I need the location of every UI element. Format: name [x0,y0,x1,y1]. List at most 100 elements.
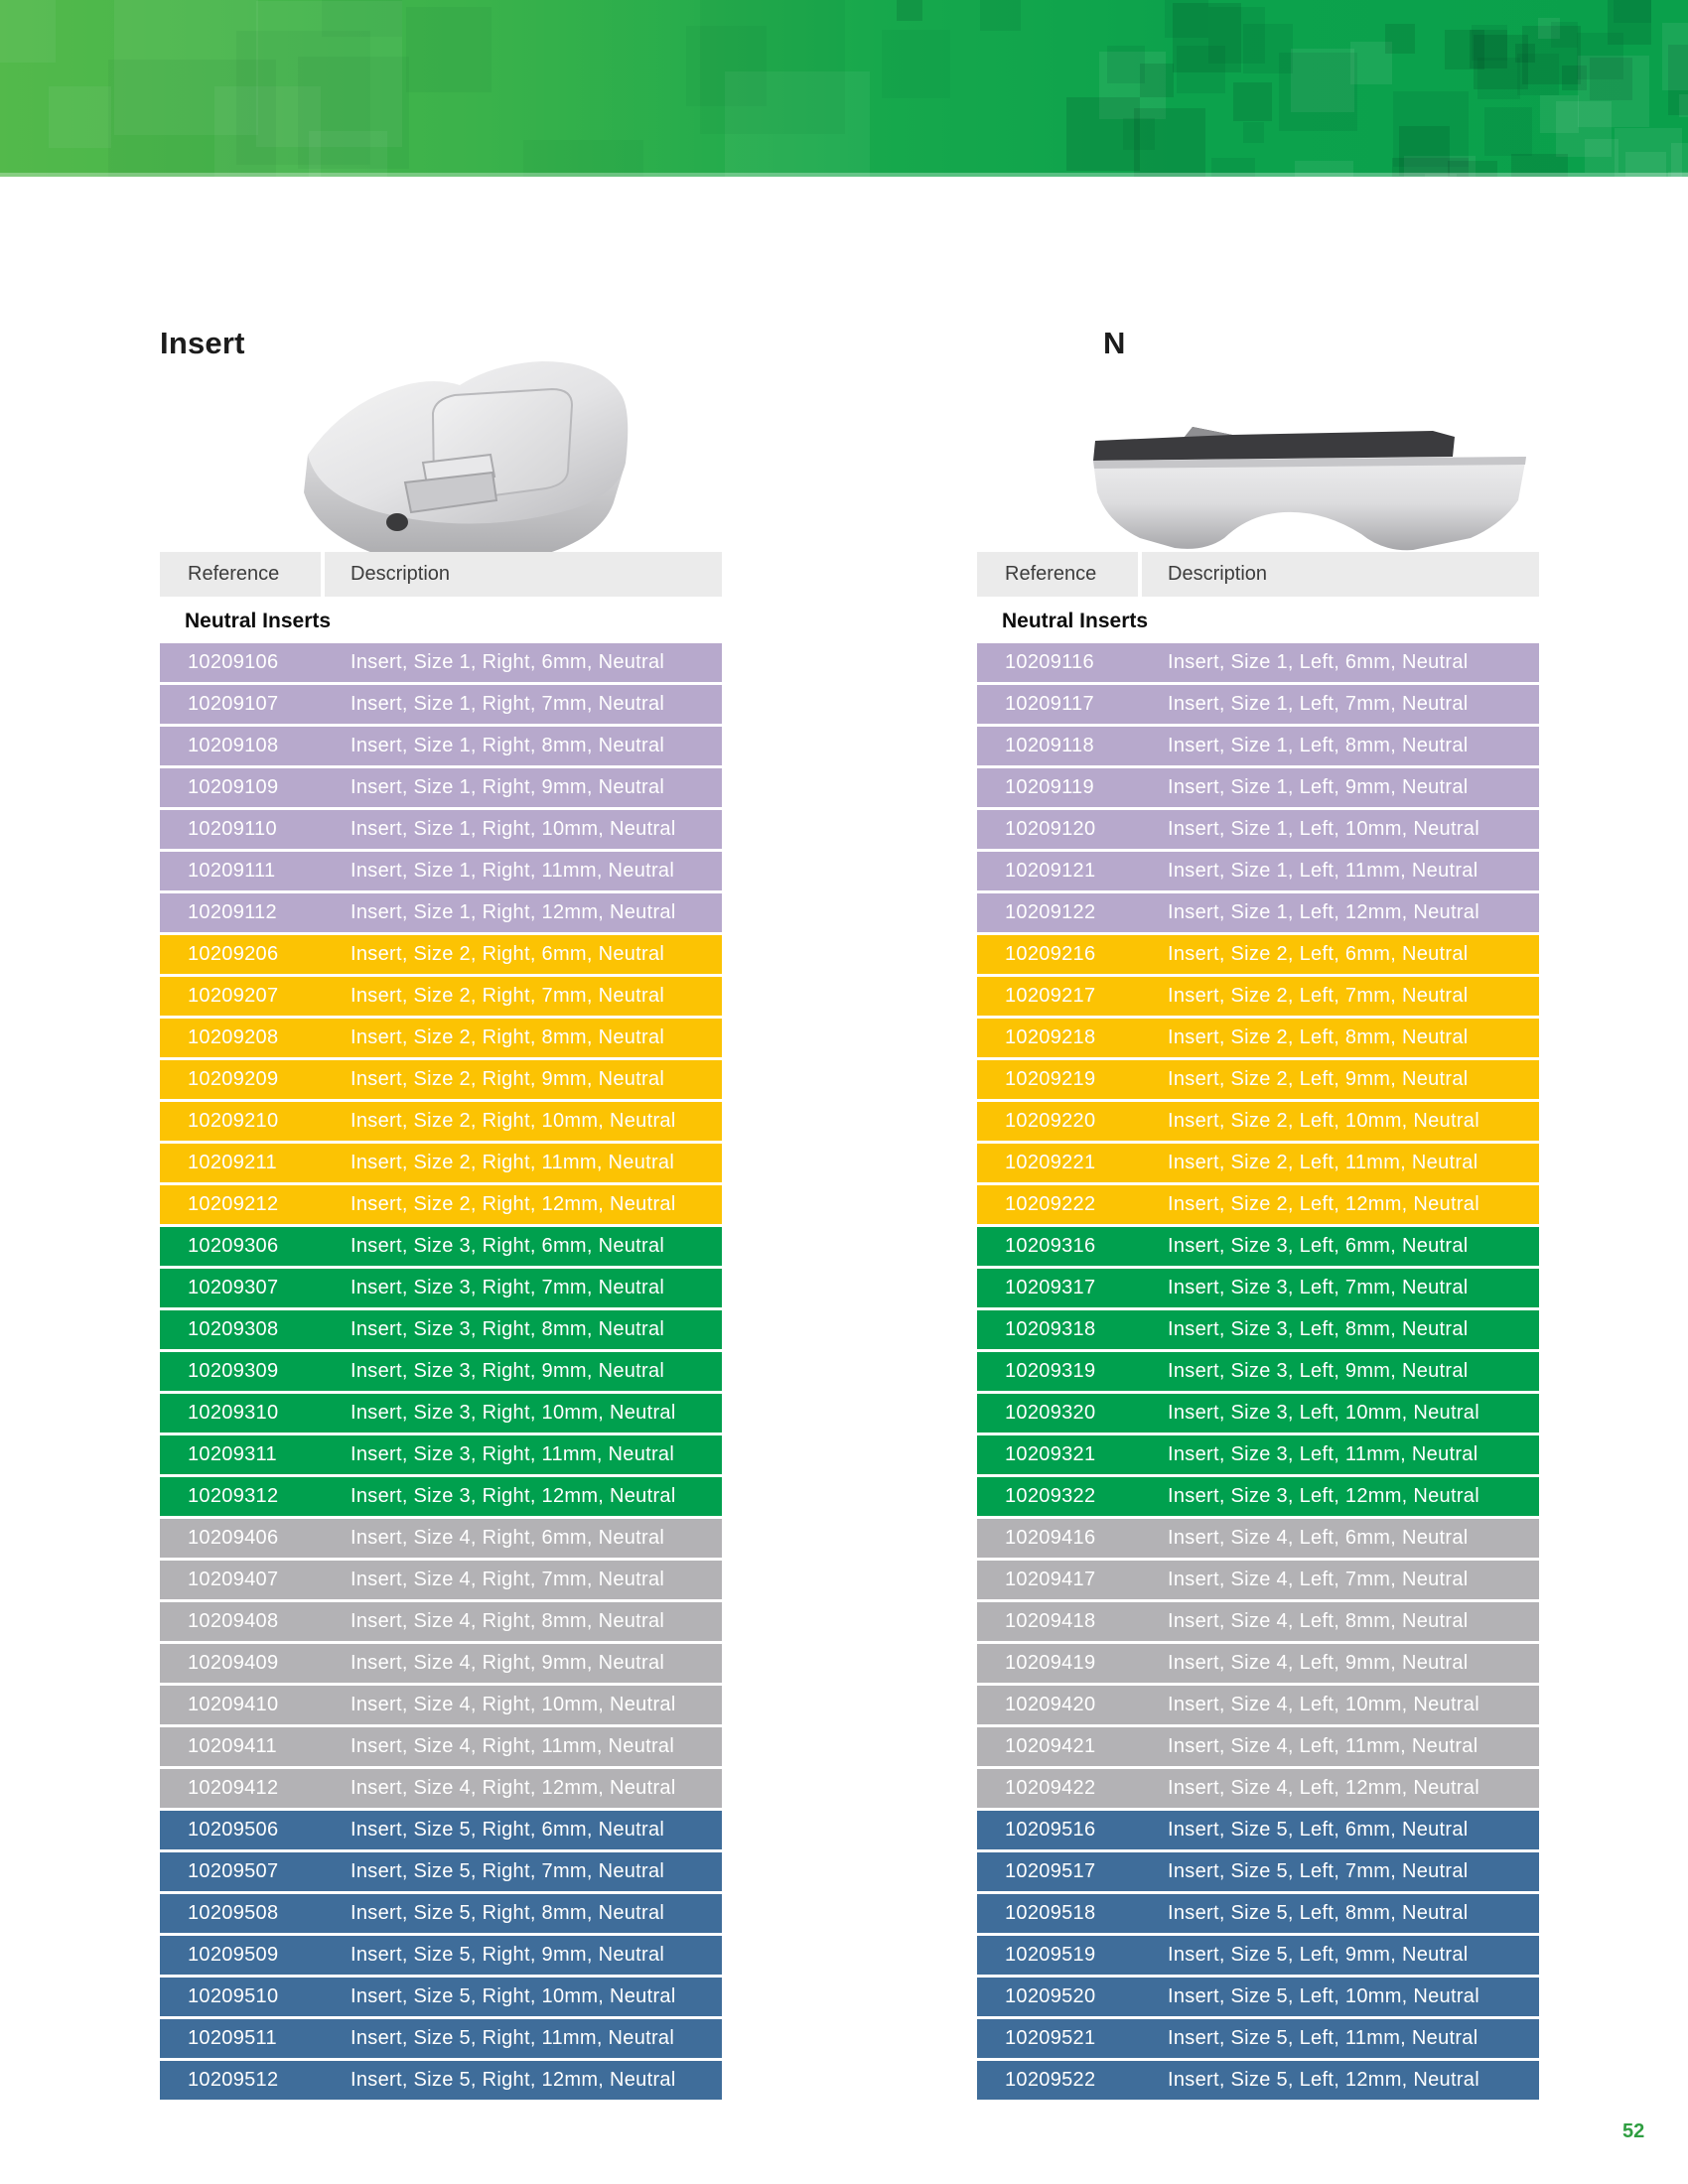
description-cell: Insert, Size 2, Right, 8mm, Neutral [351,1026,665,1048]
description-cell: Insert, Size 2, Right, 11mm, Neutral [351,1152,675,1173]
table-row: 10209206 Insert, Size 2, Right, 6mm, Neut… [160,935,722,974]
description-cell: Insert, Size 5, Left, 6mm, Neutral [1168,1819,1469,1841]
reference-cell: 10209119 [1005,776,1094,798]
table-row: 10209111 Insert, Size 1, Right, 11mm, Neu… [160,852,722,890]
reference-cell: 10209519 [1005,1944,1096,1966]
description-cell: Insert, Size 2, Left, 12mm, Neutral [1168,1193,1479,1215]
table-row: 10209316 Insert, Size 3, Left, 6mm, Neutr… [977,1227,1539,1266]
description-column-header: Description [325,552,722,597]
header-banner [0,0,1688,177]
table-row: 10209219 Insert, Size 2, Left, 9mm, Neutr… [977,1060,1539,1099]
description-cell: Insert, Size 1, Right, 8mm, Neutral [351,735,665,756]
reference-cell: 10209509 [188,1944,279,1966]
table-row: 10209209 Insert, Size 2, Right, 9mm, Neut… [160,1060,722,1099]
table-row: 10209312 Insert, Size 3, Right, 12mm, Neu… [160,1477,722,1516]
table-row: 10209417 Insert, Size 4, Left, 7mm, Neutr… [977,1561,1539,1599]
table-row: 10209519 Insert, Size 5, Left, 9mm, Neutr… [977,1936,1539,1975]
description-cell: Insert, Size 3, Right, 10mm, Neutral [351,1402,676,1424]
table-row: 10209418 Insert, Size 4, Left, 8mm, Neutr… [977,1602,1539,1641]
description-cell: Insert, Size 4, Left, 8mm, Neutral [1168,1610,1469,1632]
reference-cell: 10209311 [188,1443,277,1465]
description-cell: Insert, Size 3, Left, 6mm, Neutral [1168,1235,1469,1257]
group-label-neutral-inserts: Neutral Inserts [1002,610,1149,632]
description-cell: Insert, Size 3, Right, 6mm, Neutral [351,1235,665,1257]
reference-cell: 10209420 [1005,1694,1096,1715]
description-cell: Insert, Size 4, Right, 11mm, Neutral [351,1735,675,1757]
description-cell: Insert, Size 1, Left, 8mm, Neutral [1168,735,1469,756]
table-row: 10209412 Insert, Size 4, Right, 12mm, Neu… [160,1769,722,1808]
right-section-title: N [1103,326,1126,360]
reference-cell: 10209109 [188,776,279,798]
page-number: 52 [1622,2120,1645,2142]
description-cell: Insert, Size 4, Left, 9mm, Neutral [1168,1652,1469,1674]
reference-cell: 10209210 [188,1110,279,1132]
table-row: 10209119 Insert, Size 1, Left, 9mm, Neutr… [977,768,1539,807]
reference-cell: 10209412 [188,1777,279,1799]
reference-cell: 10209219 [1005,1068,1096,1090]
description-cell: Insert, Size 5, Right, 6mm, Neutral [351,1819,665,1841]
description-cell: Insert, Size 5, Right, 9mm, Neutral [351,1944,665,1966]
description-cell: Insert, Size 4, Left, 11mm, Neutral [1168,1735,1478,1757]
table-row: 10209106 Insert, Size 1, Right, 6mm, Neut… [160,643,722,682]
table-row: 10209422 Insert, Size 4, Left, 12mm, Neut… [977,1769,1539,1808]
description-cell: Insert, Size 1, Right, 9mm, Neutral [351,776,665,798]
reference-cell: 10209406 [188,1527,279,1549]
reference-cell: 10209507 [188,1860,279,1882]
description-cell: Insert, Size 5, Right, 12mm, Neutral [351,2069,676,2091]
table-row: 10209311 Insert, Size 3, Right, 11mm, Neu… [160,1435,722,1474]
description-cell: Insert, Size 5, Right, 8mm, Neutral [351,1902,665,1924]
reference-cell: 10209318 [1005,1318,1096,1340]
table-row: 10209320 Insert, Size 3, Left, 10mm, Neut… [977,1394,1539,1433]
reference-cell: 10209209 [188,1068,279,1090]
reference-cell: 10209108 [188,735,279,756]
reference-cell: 10209416 [1005,1527,1096,1549]
table-row: 10209518 Insert, Size 5, Left, 8mm, Neutr… [977,1894,1539,1933]
reference-cell: 10209116 [1005,651,1094,673]
description-cell: Insert, Size 4, Left, 7mm, Neutral [1168,1569,1469,1590]
description-cell: Insert, Size 3, Right, 7mm, Neutral [351,1277,665,1298]
table-row: 10209321 Insert, Size 3, Left, 11mm, Neut… [977,1435,1539,1474]
table-row: 10209107 Insert, Size 1, Right, 7mm, Neut… [160,685,722,724]
description-cell: Insert, Size 3, Left, 11mm, Neutral [1168,1443,1478,1465]
description-cell: Insert, Size 2, Right, 9mm, Neutral [351,1068,665,1090]
description-cell: Insert, Size 3, Left, 10mm, Neutral [1168,1402,1479,1424]
description-cell: Insert, Size 2, Right, 12mm, Neutral [351,1193,676,1215]
reference-cell: 10209518 [1005,1902,1096,1924]
description-cell: Insert, Size 4, Left, 6mm, Neutral [1168,1527,1469,1549]
reference-cell: 10209520 [1005,1985,1096,2007]
table-row: 10209308 Insert, Size 3, Right, 8mm, Neut… [160,1310,722,1349]
table-row: 10209506 Insert, Size 5, Right, 6mm, Neut… [160,1811,722,1849]
table-row: 10209520 Insert, Size 5, Left, 10mm, Neut… [977,1978,1539,2016]
table-row: 10209218 Insert, Size 2, Left, 8mm, Neutr… [977,1019,1539,1057]
reference-cell: 10209307 [188,1277,279,1298]
reference-cell: 10209510 [188,1985,279,2007]
reference-cell: 10209321 [1005,1443,1096,1465]
description-cell: Insert, Size 3, Right, 12mm, Neutral [351,1485,676,1507]
description-cell: Insert, Size 5, Right, 7mm, Neutral [351,1860,665,1882]
table-row: 10209406 Insert, Size 4, Right, 6mm, Neut… [160,1519,722,1558]
reference-cell: 10209206 [188,943,279,965]
reference-cell: 10209409 [188,1652,279,1674]
table-row: 10209420 Insert, Size 4, Left, 10mm, Neut… [977,1686,1539,1724]
reference-cell: 10209319 [1005,1360,1096,1382]
table-row: 10209121 Insert, Size 1, Left, 11mm, Neut… [977,852,1539,890]
reference-cell: 10209120 [1005,818,1096,840]
table-row: 10209117 Insert, Size 1, Left, 7mm, Neutr… [977,685,1539,724]
reference-cell: 10209217 [1005,985,1096,1007]
description-cell: Insert, Size 4, Right, 8mm, Neutral [351,1610,665,1632]
reference-cell: 10209110 [188,818,277,840]
reference-cell: 10209308 [188,1318,279,1340]
reference-cell: 10209417 [1005,1569,1096,1590]
reference-cell: 10209312 [188,1485,279,1507]
description-cell: Insert, Size 1, Right, 10mm, Neutral [351,818,676,840]
reference-cell: 10209411 [188,1735,277,1757]
table-row: 10209317 Insert, Size 3, Left, 7mm, Neutr… [977,1269,1539,1307]
table-row: 10209421 Insert, Size 4, Left, 11mm, Neut… [977,1727,1539,1766]
reference-cell: 10209211 [188,1152,277,1173]
reference-cell: 10209111 [188,860,276,882]
table-row: 10209319 Insert, Size 3, Left, 9mm, Neutr… [977,1352,1539,1391]
reference-cell: 10209121 [1005,860,1096,882]
table-row: 10209306 Insert, Size 3, Right, 6mm, Neut… [160,1227,722,1266]
description-cell: Insert, Size 4, Left, 10mm, Neutral [1168,1694,1479,1715]
reference-cell: 10209118 [1005,735,1094,756]
